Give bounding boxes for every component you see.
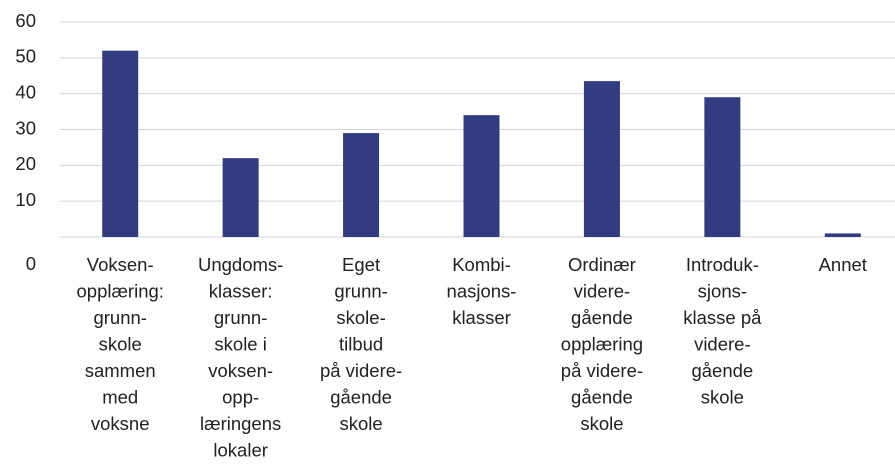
x-tick-label: grunn- — [214, 307, 267, 328]
x-tick-label: opplæring — [561, 333, 643, 354]
x-tick-label: skole- — [336, 307, 385, 328]
x-tick-label: voksne — [91, 413, 150, 434]
x-tick-label: opp- — [222, 386, 259, 407]
y-tick-label: 50 — [15, 46, 36, 67]
x-tick-label: voksen- — [208, 360, 273, 381]
x-tick-label: lokaler — [213, 439, 268, 460]
bar — [463, 115, 500, 237]
x-tick-label: gående — [571, 307, 633, 328]
x-tick-label: Ordinær — [568, 254, 636, 275]
x-tick-label: Voksen- — [87, 254, 154, 275]
x-tick-label: videre- — [694, 333, 751, 354]
x-tick-label: på videre- — [561, 360, 643, 381]
x-tick-label: med — [102, 386, 138, 407]
x-tick-label: gående — [691, 360, 753, 381]
x-tick-label: skole — [339, 413, 382, 434]
x-tick-label: klasser: — [209, 280, 273, 301]
x-tick-label: gående — [571, 386, 633, 407]
x-tick-label: grunn- — [93, 307, 146, 328]
x-tick-label: skole — [701, 386, 744, 407]
x-tick-label: Kombi- — [452, 254, 511, 275]
x-tick-label: Ungdoms- — [198, 254, 283, 275]
x-tick-label: videre- — [574, 280, 631, 301]
x-tick-label: Introduk- — [686, 254, 759, 275]
x-tick-label: grunn- — [334, 280, 387, 301]
x-tick-label: sammen — [85, 360, 156, 381]
x-tick-label: på videre- — [320, 360, 402, 381]
y-tick-label: 40 — [15, 82, 36, 103]
bar — [222, 158, 259, 237]
x-tick-label: nasjons- — [447, 280, 517, 301]
x-tick-label: klasser — [452, 307, 511, 328]
bar — [704, 97, 741, 237]
y-tick-label: 60 — [15, 10, 36, 31]
bar — [343, 133, 380, 237]
x-tick-label: Eget — [342, 254, 380, 275]
x-tick-label: Annet — [819, 254, 867, 275]
x-tick-label: skole — [99, 333, 142, 354]
y-tick-label: 0 — [26, 253, 36, 274]
bar — [824, 233, 861, 237]
x-tick-label: skole — [580, 413, 623, 434]
bar — [583, 81, 620, 237]
y-tick-label: 30 — [15, 117, 36, 138]
x-tick-label: opplæring: — [77, 280, 164, 301]
x-tick-label: gående — [330, 386, 392, 407]
x-tick-label: tilbud — [339, 333, 383, 354]
x-tick-label: klasse på — [683, 307, 762, 328]
x-tick-label: sjons- — [698, 280, 747, 301]
y-tick-label: 20 — [15, 153, 36, 174]
x-tick-label: skole i — [214, 333, 266, 354]
x-tick-label: læringens — [200, 413, 281, 434]
bar — [102, 50, 139, 237]
y-tick-label: 10 — [15, 189, 36, 210]
